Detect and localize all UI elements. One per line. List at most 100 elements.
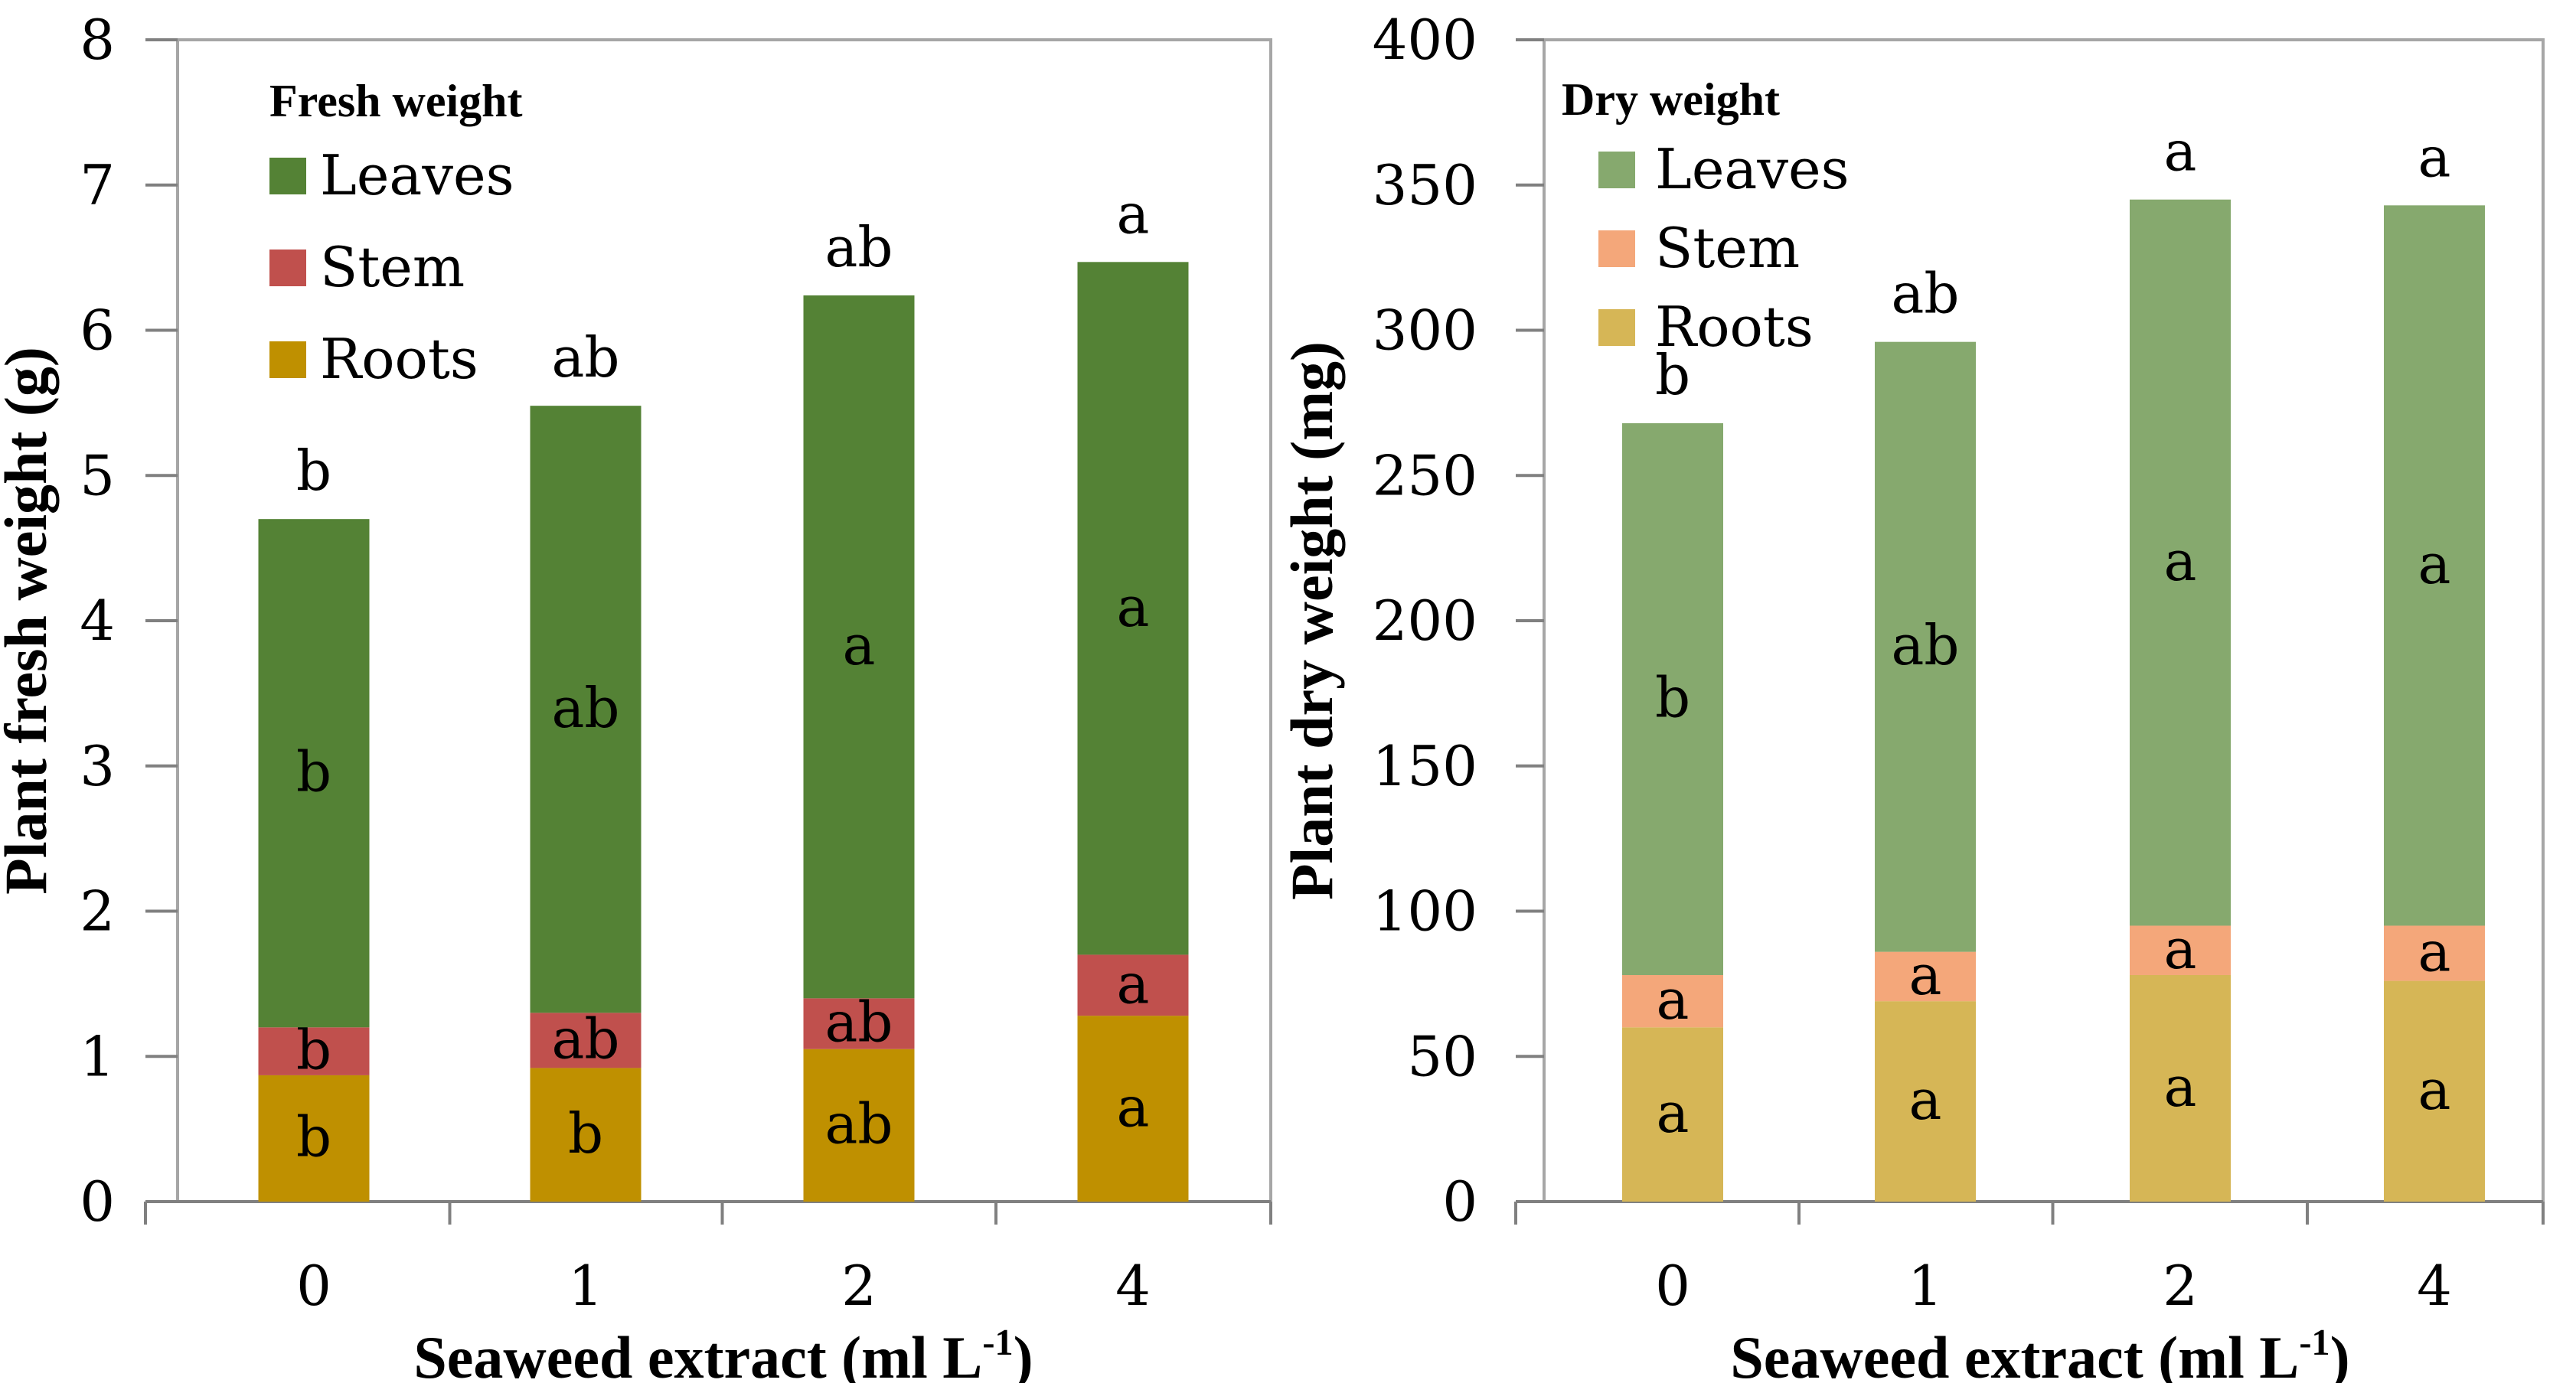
legend-label-stem: Stem [320, 235, 465, 299]
fresh-weight-chart: 012345678bbbb0bababab1ababaab2aaaa4Fresh… [0, 8, 1272, 1383]
y-tick-label: 100 [1373, 879, 1477, 944]
x-tick-label: 4 [2417, 1254, 2452, 1318]
y-tick-label: 1 [80, 1024, 115, 1088]
x-axis-label: Seaweed extract (ml L-1) [1730, 1323, 2349, 1383]
bar-label-leaves-0: b [296, 739, 331, 804]
legend-label-leaves: Leaves [1655, 137, 1850, 201]
bar-roots-0 [1622, 1027, 1723, 1202]
bar-roots-2 [2130, 974, 2231, 1202]
bar-stem-1 [530, 1013, 642, 1068]
bar-label-stem-2: ab [824, 990, 893, 1055]
bar-roots-2 [803, 1049, 915, 1202]
legend-swatch-roots [269, 341, 306, 378]
x-axis-label-sup: -1 [2299, 1323, 2330, 1363]
x-axis-label-main: Seaweed extract (ml L [413, 1324, 982, 1383]
x-tick-label: 2 [841, 1254, 877, 1318]
x-axis-label-end: ) [2330, 1324, 2350, 1383]
bar-roots-4 [1077, 1016, 1189, 1202]
total-label-2: a [2164, 119, 2197, 184]
bar-label-stem-0: a [1657, 967, 1690, 1032]
x-tick-label: 1 [568, 1254, 603, 1318]
bar-label-stem-2: a [2164, 917, 2197, 981]
legend-label-stem: Stem [1655, 216, 1800, 280]
bar-roots-0 [258, 1075, 370, 1202]
legend-swatch-stem [269, 250, 306, 286]
bar-roots-1 [530, 1068, 642, 1202]
x-tick-label: 4 [1115, 1254, 1151, 1318]
legend-title: Dry weight [1562, 74, 1780, 125]
total-label-1: ab [551, 325, 619, 390]
y-tick-label: 150 [1373, 734, 1477, 798]
bar-stem-0 [1622, 974, 1723, 1028]
y-tick-label: 2 [80, 879, 115, 944]
y-tick-label: 3 [80, 734, 115, 798]
x-tick-label: 0 [296, 1254, 331, 1318]
y-tick-label: 6 [80, 298, 115, 363]
bar-label-leaves-4: a [2418, 532, 2451, 596]
dry-weight-chart: 050100150200250300350400aabb0aaabab1aaaa… [1278, 8, 2545, 1383]
y-tick-label: 8 [80, 8, 115, 72]
bar-stem-0 [258, 1027, 370, 1075]
bar-label-stem-4: a [1117, 951, 1150, 1016]
bar-label-leaves-2: a [2164, 529, 2197, 593]
bar-leaves-1 [1875, 341, 1976, 952]
y-tick-label: 300 [1373, 298, 1477, 363]
total-label-1: ab [1891, 262, 1959, 326]
legend-label-roots: Roots [1655, 295, 1814, 359]
bar-stem-1 [1875, 951, 1976, 1002]
bar-stem-2 [2130, 925, 2231, 975]
legend-label-leaves: Leaves [320, 143, 514, 207]
y-tick-label: 250 [1373, 443, 1477, 507]
bar-stem-4 [1077, 954, 1189, 1016]
legend-swatch-leaves [1598, 152, 1635, 188]
bar-leaves-4 [1077, 262, 1189, 955]
bar-leaves-4 [2384, 205, 2485, 926]
y-axis-label: Plant fresh weight (g) [0, 347, 59, 895]
bar-label-leaves-4: a [1117, 575, 1150, 639]
bar-label-stem-4: a [2418, 920, 2451, 984]
bar-label-leaves-1: ab [551, 676, 619, 740]
y-tick-label: 400 [1373, 8, 1477, 72]
bar-label-stem-1: a [1909, 943, 1942, 1007]
x-tick-label: 1 [1908, 1254, 1943, 1318]
legend-swatch-stem [1598, 230, 1635, 267]
legend-swatch-roots [1598, 309, 1635, 346]
bar-label-stem-0: b [296, 1018, 331, 1082]
x-axis-label-main: Seaweed extract (ml L [1730, 1324, 2299, 1383]
total-label-0: b [296, 439, 331, 503]
y-tick-label: 0 [80, 1169, 115, 1234]
bar-leaves-2 [803, 295, 915, 999]
bar-roots-1 [1875, 1001, 1976, 1202]
bar-label-leaves-0: b [1655, 666, 1690, 730]
bar-leaves-1 [530, 406, 642, 1013]
x-axis-label-end: ) [1014, 1324, 1033, 1383]
x-tick-label: 2 [2163, 1254, 2198, 1318]
y-axis-label: Plant dry weight (mg) [1278, 341, 1345, 900]
bar-leaves-2 [2130, 199, 2231, 926]
total-label-4: a [2418, 125, 2451, 189]
y-tick-label: 4 [80, 589, 115, 653]
bar-label-roots-0: b [296, 1104, 331, 1169]
bar-label-roots-0: a [1657, 1081, 1690, 1145]
legend-swatch-leaves [269, 158, 306, 194]
x-axis-label-sup: -1 [982, 1323, 1013, 1363]
bar-label-roots-2: a [2164, 1055, 2197, 1119]
bar-stem-4 [2384, 925, 2485, 981]
y-tick-label: 7 [80, 153, 115, 217]
y-tick-label: 200 [1373, 589, 1477, 653]
y-tick-label: 50 [1407, 1024, 1477, 1088]
x-axis-label: Seaweed extract (ml L-1) [413, 1323, 1033, 1383]
legend-title: Fresh weight [269, 76, 523, 126]
y-tick-label: 0 [1442, 1169, 1477, 1234]
total-label-2: ab [824, 215, 893, 279]
bar-leaves-0 [1622, 422, 1723, 975]
bar-label-roots-1: b [568, 1101, 603, 1166]
total-label-0: b [1655, 343, 1690, 407]
bar-label-roots-2: ab [824, 1091, 893, 1156]
bar-label-leaves-2: a [843, 613, 876, 677]
bar-label-roots-4: a [1117, 1075, 1150, 1140]
bar-label-stem-1: ab [551, 1006, 619, 1071]
total-label-4: a [1117, 181, 1150, 246]
bar-stem-2 [803, 998, 915, 1049]
legend-label-roots: Roots [320, 327, 478, 391]
